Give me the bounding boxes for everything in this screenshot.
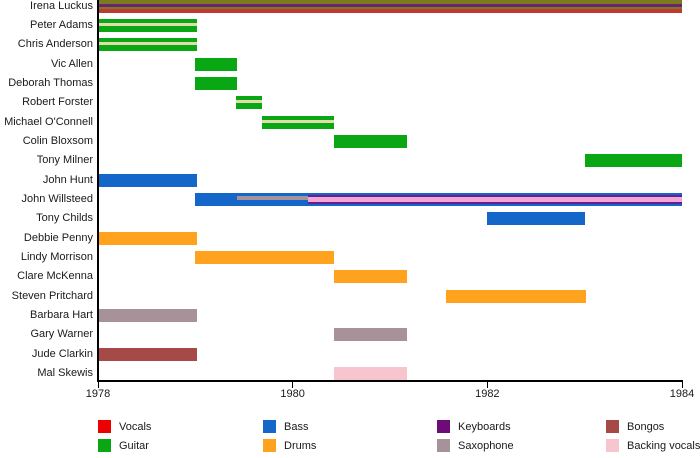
x-tick xyxy=(681,382,683,388)
legend-label: Keyboards xyxy=(458,421,511,433)
legend-label: Bongos xyxy=(627,421,665,433)
member-label: Gary Warner xyxy=(30,328,93,341)
bar-stripe-cream xyxy=(236,100,262,104)
bar-stripe-guitar xyxy=(98,45,198,52)
member-label: Irena Luckus xyxy=(30,0,93,12)
member-label: Clare McKenna xyxy=(17,270,93,283)
member-label: Tony Childs xyxy=(36,212,93,225)
tenure-bar xyxy=(98,0,682,13)
bar-stripe-bass xyxy=(237,193,309,197)
x-tick-label: 1980 xyxy=(280,388,305,400)
bar-stripe-willsteed_purple xyxy=(308,195,682,198)
bar-stripe-bass xyxy=(237,200,309,207)
member-label: Chris Anderson xyxy=(17,38,93,51)
member-label: Tony Milner xyxy=(36,154,93,167)
member-label: John Hunt xyxy=(42,173,93,186)
bar-stripe-bass xyxy=(308,204,682,207)
bar-stripe-cream xyxy=(98,23,198,27)
x-tick-label: 1978 xyxy=(85,388,111,400)
member-label: Barbara Hart xyxy=(30,309,93,322)
legend-swatch-bass xyxy=(263,420,276,433)
tenure-bar xyxy=(98,38,198,52)
member-label: Jude Clarkin xyxy=(31,347,93,360)
legend-swatch-drums xyxy=(263,439,276,452)
bar-stripe-willsteed_purple xyxy=(308,202,682,205)
legend-swatch-keyboards xyxy=(437,420,450,433)
x-tick xyxy=(292,382,294,388)
tenure-bar xyxy=(261,115,334,129)
member-label: John Willsteed xyxy=(21,193,93,206)
tenure-bar xyxy=(195,193,238,207)
bar-stripe-olive xyxy=(98,6,682,9)
bar-stripe-cream xyxy=(98,42,198,46)
bar-stripe-saxophone xyxy=(237,196,309,201)
bar-stripe-cream xyxy=(261,119,334,123)
legend-swatch-guitar xyxy=(98,439,111,452)
x-tick-label: 1982 xyxy=(475,388,500,400)
bar-stripe-guitar xyxy=(98,19,198,24)
legend-swatch-saxophone xyxy=(437,439,450,452)
tenure-bar xyxy=(98,347,198,361)
tenure-bar xyxy=(195,251,334,265)
tenure-bar xyxy=(446,289,586,303)
bar-stripe-guitar xyxy=(236,103,262,110)
bar-stripe-guitar xyxy=(98,26,198,33)
bar-stripe-olive xyxy=(98,0,682,4)
bar-stripe-guitar xyxy=(236,96,262,101)
tenure-bar xyxy=(333,367,407,381)
bar-stripe-keyboards_mid xyxy=(98,3,682,7)
legend-label: Guitar xyxy=(119,440,149,452)
tenure-bar xyxy=(333,135,407,149)
tenure-bar xyxy=(333,270,407,284)
bar-stripe-vocals_dark xyxy=(98,8,682,13)
bar-stripe-guitar xyxy=(261,122,334,129)
member-label: Vic Allen xyxy=(51,57,93,70)
legend-swatch-backing xyxy=(606,439,619,452)
plot-area: Irena Luckus Peter Adams Chris Anderson Vic… xyxy=(4,0,695,400)
member-label: Debbie Penny xyxy=(23,231,93,244)
member-label: Lindy Morrison xyxy=(20,251,93,264)
legend-label: Saxophone xyxy=(458,440,514,452)
tenure-bar xyxy=(98,173,198,187)
tenure-bar xyxy=(98,19,198,33)
tenure-bar xyxy=(333,328,407,342)
tenure-bar xyxy=(237,193,309,207)
tenure-bar xyxy=(98,309,198,323)
x-tick xyxy=(486,382,488,388)
bar-stripe-guitar xyxy=(261,115,334,120)
x-tick-label: 1984 xyxy=(669,388,695,400)
member-label: Steven Pritchard xyxy=(11,289,93,302)
legend-swatch-vocals xyxy=(98,420,111,433)
x-tick xyxy=(97,382,99,388)
x-axis-line xyxy=(97,380,683,382)
member-label: Colin Bloxsom xyxy=(22,135,93,148)
member-label: Michael O'Connell xyxy=(4,115,93,128)
member-label: Mal Skewis xyxy=(37,367,93,380)
member-label: Deborah Thomas xyxy=(8,77,93,90)
legend-label: Vocals xyxy=(119,421,152,433)
legend-label: Backing vocals xyxy=(627,440,700,452)
tenure-bar xyxy=(195,57,238,71)
bar-stripe-guitar xyxy=(98,38,198,43)
member-label: Robert Forster xyxy=(22,96,93,109)
legend-label: Drums xyxy=(284,440,317,452)
legend-swatch-bongos xyxy=(606,420,619,433)
member-label: Peter Adams xyxy=(30,19,93,32)
tenure-bar xyxy=(195,77,238,91)
y-axis-line xyxy=(97,0,99,381)
tenure-bar xyxy=(98,231,198,245)
legend-label: Bass xyxy=(284,421,309,433)
bar-stripe-willsteed_pink xyxy=(308,197,682,203)
tenure-bar xyxy=(308,193,682,207)
tenure-bar xyxy=(584,154,682,168)
tenure-bar xyxy=(487,212,585,226)
bar-stripe-bass xyxy=(308,193,682,196)
tenure-bar xyxy=(236,96,262,110)
